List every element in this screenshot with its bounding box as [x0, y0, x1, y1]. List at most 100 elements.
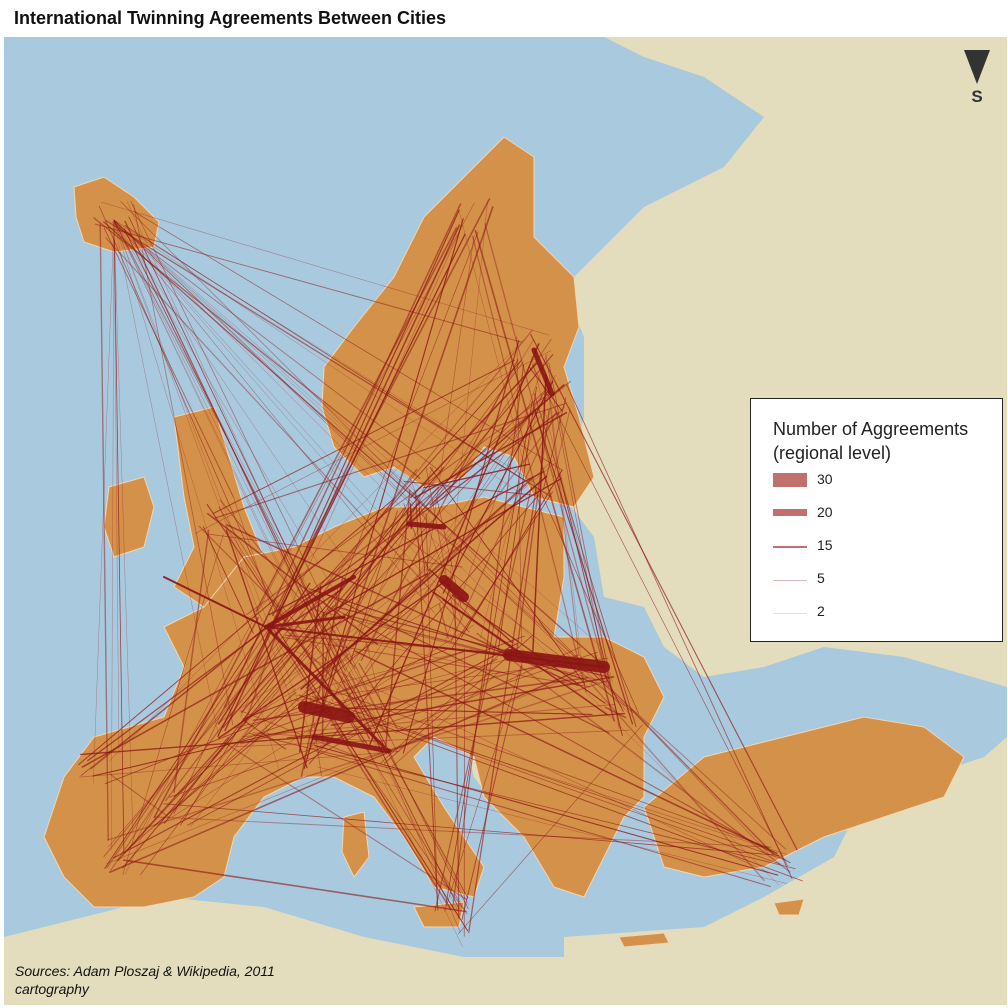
flow-line — [113, 219, 542, 488]
flow-line — [310, 608, 607, 683]
flow-line — [531, 347, 555, 397]
legend-item-2: 2 — [773, 603, 973, 623]
flow-line — [113, 219, 529, 499]
flow-line — [303, 650, 465, 705]
flow-line — [212, 359, 515, 515]
flow-line — [78, 497, 396, 766]
flow-line — [452, 364, 525, 908]
flow-line — [109, 339, 525, 762]
flow-line — [515, 409, 550, 657]
flow-line — [304, 649, 473, 692]
flow-line — [113, 219, 780, 886]
flow-line — [244, 628, 279, 725]
flow-line — [242, 703, 616, 738]
flow-line — [154, 816, 772, 848]
flow-line — [133, 211, 563, 471]
flow-line — [264, 625, 386, 749]
flow-line — [173, 529, 210, 794]
flow-line — [406, 521, 447, 530]
legend-item-20: 20 — [773, 504, 973, 524]
flow-line — [543, 397, 567, 490]
flow-line — [409, 361, 539, 499]
flow-line — [113, 219, 600, 646]
flow-line — [113, 219, 340, 695]
flow-line — [450, 410, 558, 642]
flow-line — [222, 467, 444, 728]
flow-line — [325, 478, 562, 615]
flow-line — [309, 206, 494, 747]
flow-line — [168, 651, 598, 798]
flow-line — [384, 489, 411, 750]
flow-line — [532, 374, 547, 653]
flow-line — [315, 751, 771, 888]
flow-line — [219, 499, 356, 669]
flow-line — [246, 391, 552, 616]
legend-swatch-5 — [773, 580, 807, 581]
flow-line — [92, 726, 306, 777]
flow-line — [113, 219, 280, 770]
flow-line — [233, 497, 279, 629]
flow-line — [271, 198, 491, 617]
flow-line — [298, 701, 355, 723]
flow-line — [325, 687, 770, 849]
flow-line — [364, 375, 556, 670]
flow-line — [264, 575, 356, 629]
flow-line — [281, 636, 591, 688]
flow-line — [163, 576, 267, 628]
flow-line — [190, 688, 296, 827]
flow-line — [123, 228, 460, 909]
flow-line — [153, 616, 259, 819]
source-note: Sources: Adam Ploszaj & Wikipedia, 2011 … — [15, 962, 275, 998]
compass-arrow-icon — [964, 50, 990, 84]
flow-line — [566, 384, 793, 879]
flow-line — [133, 204, 234, 726]
flow-line — [604, 706, 627, 719]
map-canvas[interactable] — [4, 37, 1007, 1005]
flow-lines — [78, 198, 803, 948]
flow-line — [380, 654, 500, 764]
flow-line — [313, 744, 779, 876]
flow-line — [111, 221, 441, 472]
flow-line — [113, 219, 370, 651]
flow-line — [314, 707, 593, 716]
flow-line — [476, 632, 791, 873]
flow-line — [103, 329, 533, 858]
flow-line — [232, 657, 515, 729]
flow-line — [391, 671, 500, 767]
flow-line — [324, 593, 610, 734]
legend-title-line2: (regional level) — [773, 443, 892, 463]
flow-line — [338, 231, 479, 594]
flow-line — [277, 629, 469, 932]
flow-line — [360, 359, 519, 661]
flow-line — [110, 634, 271, 871]
flow-line — [130, 200, 398, 753]
flow-line — [281, 606, 388, 734]
flow-line — [438, 603, 449, 640]
flow-line — [124, 654, 350, 853]
flow-line — [113, 219, 316, 747]
flow-line — [468, 487, 537, 933]
flow-line — [539, 488, 640, 714]
flow-line — [437, 584, 477, 623]
flow-line — [180, 715, 248, 826]
flow-line — [240, 486, 439, 714]
flow-line — [98, 205, 277, 613]
flow-line — [94, 223, 522, 343]
flow-line — [126, 201, 378, 747]
flow-line — [264, 615, 346, 629]
flow-line — [158, 625, 474, 827]
flow-line — [458, 724, 643, 935]
legend-label-30: 30 — [817, 471, 833, 487]
flow-line — [124, 225, 525, 481]
flow-line — [224, 224, 461, 732]
legend-title-line1: Number of Aggreements — [773, 419, 969, 439]
flow-line — [163, 803, 780, 856]
flow-line — [90, 380, 571, 770]
flow-line — [113, 219, 220, 741]
flow-line — [101, 201, 550, 336]
flow-line — [238, 605, 334, 710]
flow-line — [103, 221, 606, 668]
flow-line — [120, 201, 634, 714]
flow-line — [321, 704, 464, 910]
flow-line — [268, 471, 544, 616]
